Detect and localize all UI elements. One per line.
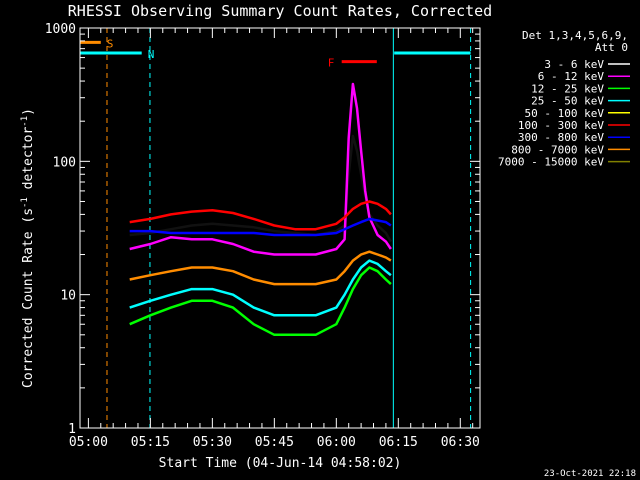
y-axis-label-main: Corrected Count Rate (s <box>21 208 36 388</box>
axes: 1 10 100 1000 05:00 05:15 05:30 05:45 06:00 06:15… <box>45 22 481 450</box>
legend-label-6: 300 - 800 keV <box>518 131 604 144</box>
legend-label-5: 100 - 300 keV <box>518 119 604 132</box>
plot-background <box>80 28 480 428</box>
plot-frame <box>79 27 481 429</box>
annotation-layer: S N F <box>80 37 471 70</box>
x-tick-label-1: 05:15 <box>131 435 170 450</box>
legend-label-4: 50 - 100 keV <box>525 107 605 120</box>
series-line-7 <box>129 250 392 286</box>
x-tick-label-4: 06:00 <box>317 435 356 450</box>
legend-label-3: 25 - 50 keV <box>531 95 604 108</box>
series-line-1 <box>129 82 392 256</box>
series-layer <box>129 82 392 337</box>
y-axis-label-close: ) <box>21 108 36 116</box>
series-line-6 <box>129 217 392 237</box>
annotation-label-1: N <box>148 48 155 61</box>
x-tick-label-5: 06:15 <box>379 435 418 450</box>
legend-label-2: 12 - 25 keV <box>531 82 604 95</box>
y-axis-label-sup-1: -1 <box>20 197 30 208</box>
y-axis-label-sup-2: -1 <box>20 116 30 127</box>
annotation-label-0: S <box>107 37 114 50</box>
chart-title: RHESSI Observing Summary Count Rates, Co… <box>68 2 492 20</box>
legend-header-0: Det 1,3,4,5,6,9, <box>522 29 628 42</box>
y-tick-label-3: 1000 <box>45 22 76 37</box>
legend-label-7: 800 - 7000 keV <box>511 143 604 156</box>
x-tick-label-2: 05:30 <box>193 435 232 450</box>
x-tick-label-6: 06:30 <box>441 435 480 450</box>
x-axis-label: Start Time (04-Jun-14 04:58:02) <box>159 456 402 471</box>
legend-label-8: 7000 - 15000 keV <box>498 156 604 169</box>
y-tick-label-1: 10 <box>60 289 76 304</box>
x-tick-label-0: 05:00 <box>69 435 108 450</box>
y-axis-label-mid: detector <box>21 127 36 198</box>
footer-timestamp: 23-Oct-2021 22:18 <box>544 469 636 479</box>
legend-label-1: 6 - 12 keV <box>538 70 605 83</box>
series-line-5 <box>129 200 392 231</box>
y-axis-label: Corrected Count Rate (s-1 detector-1) <box>20 108 36 388</box>
series-line-3 <box>129 259 392 317</box>
y-tick-label-2: 100 <box>53 155 76 170</box>
y-tick-label-0: 1 <box>68 422 76 437</box>
legend-label-0: 3 - 6 keV <box>544 58 604 71</box>
x-tick-label-3: 05:45 <box>255 435 294 450</box>
annotation-label-2: F <box>328 57 335 70</box>
legend-header-1: Att 0 <box>595 41 628 54</box>
series-line-2 <box>129 266 392 337</box>
plot-area <box>80 28 480 428</box>
